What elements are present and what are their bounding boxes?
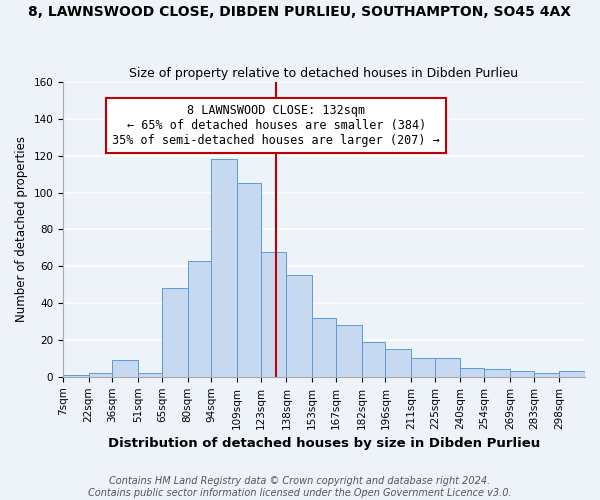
Bar bbox=[312, 318, 336, 377]
Bar bbox=[460, 368, 484, 377]
Bar bbox=[63, 375, 89, 377]
Bar bbox=[559, 372, 585, 377]
Bar bbox=[112, 360, 138, 377]
X-axis label: Distribution of detached houses by size in Dibden Purlieu: Distribution of detached houses by size … bbox=[108, 437, 540, 450]
Bar bbox=[510, 372, 534, 377]
Bar bbox=[286, 276, 312, 377]
Bar bbox=[261, 252, 286, 377]
Bar bbox=[138, 373, 162, 377]
Bar bbox=[237, 184, 261, 377]
Bar bbox=[534, 373, 559, 377]
Bar bbox=[336, 325, 362, 377]
Bar bbox=[211, 160, 237, 377]
Text: Contains HM Land Registry data © Crown copyright and database right 2024.
Contai: Contains HM Land Registry data © Crown c… bbox=[88, 476, 512, 498]
Title: Size of property relative to detached houses in Dibden Purlieu: Size of property relative to detached ho… bbox=[130, 66, 518, 80]
Text: 8 LAWNSWOOD CLOSE: 132sqm
← 65% of detached houses are smaller (384)
35% of semi: 8 LAWNSWOOD CLOSE: 132sqm ← 65% of detac… bbox=[112, 104, 440, 147]
Bar bbox=[162, 288, 188, 377]
Bar bbox=[484, 370, 510, 377]
Bar bbox=[385, 349, 411, 377]
Bar bbox=[188, 261, 211, 377]
Bar bbox=[362, 342, 385, 377]
Y-axis label: Number of detached properties: Number of detached properties bbox=[15, 136, 28, 322]
Bar bbox=[89, 373, 112, 377]
Bar bbox=[435, 358, 460, 377]
Bar bbox=[411, 358, 435, 377]
Text: 8, LAWNSWOOD CLOSE, DIBDEN PURLIEU, SOUTHAMPTON, SO45 4AX: 8, LAWNSWOOD CLOSE, DIBDEN PURLIEU, SOUT… bbox=[29, 5, 571, 19]
